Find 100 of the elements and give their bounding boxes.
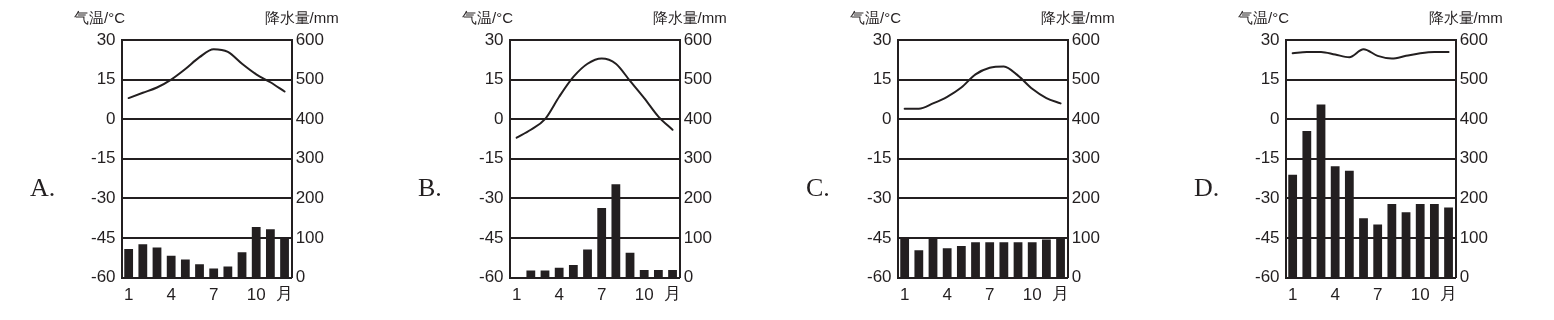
y2-tick-label: 200 (1459, 188, 1489, 208)
text: C. (806, 172, 830, 202)
x-tick-label: 1 (1287, 285, 1298, 305)
y-tick-label: 0 (494, 108, 504, 128)
y2-tick-label: 300 (683, 148, 713, 168)
y2-tick-label: 500 (295, 69, 325, 89)
y2-tick-label: 500 (1071, 69, 1101, 89)
y-tick-label: 15 (96, 69, 116, 89)
y-tick-label: -60 (478, 267, 504, 287)
bar (138, 244, 148, 278)
y2-tick-label: 400 (1459, 108, 1489, 128)
y2-tick-label: 200 (683, 188, 713, 208)
y-tick-label: 30 (1260, 29, 1280, 49)
y-tick-label: -45 (1254, 227, 1280, 247)
y-axis-title: 气温/°C (74, 8, 126, 26)
bar (195, 264, 204, 278)
y2-tick-label: 600 (295, 29, 325, 49)
y-tick-label: -45 (90, 227, 116, 247)
y2-tick-label: 600 (683, 29, 713, 49)
y-tick-label: 15 (1260, 69, 1280, 89)
y2-tick-label: 300 (295, 148, 325, 168)
line-series (1291, 48, 1450, 60)
y2-tick-label: 500 (1459, 69, 1489, 89)
y2-tick-label: 100 (295, 227, 325, 247)
y2-axis-title: 降水量/mm (1428, 8, 1503, 26)
x-tick-label: 7 (984, 285, 995, 305)
y-tick-label: 30 (96, 29, 116, 49)
y-tick-label: -30 (478, 188, 504, 208)
y-tick-label: -45 (478, 227, 504, 247)
y-tick-label: -30 (866, 188, 892, 208)
bar (668, 270, 677, 278)
x-axis-title: 月 (1440, 283, 1458, 303)
text: A. (30, 172, 56, 202)
y2-tick-label: 100 (1071, 227, 1101, 247)
y-tick-label: 15 (872, 69, 892, 89)
y2-tick-label: 300 (1071, 148, 1101, 168)
bar (568, 264, 578, 278)
x-tick-label: 1 (123, 285, 134, 305)
y-tick-label: -15 (478, 148, 504, 168)
bar (237, 252, 247, 278)
bar (166, 255, 176, 278)
bar (653, 270, 663, 278)
y2-tick-label: 200 (1071, 188, 1101, 208)
y-tick-label: 30 (484, 29, 504, 49)
y-tick-label: -30 (1254, 188, 1280, 208)
x-tick-label: 7 (1372, 285, 1383, 305)
bar (554, 267, 564, 278)
x-tick-label: 10 (1022, 285, 1042, 305)
y-tick-label: -45 (866, 227, 892, 247)
x-tick-label: 7 (596, 285, 607, 305)
y-tick-label: -30 (90, 188, 116, 208)
y2-tick-label: 400 (683, 108, 713, 128)
bar (639, 270, 649, 278)
x-tick-label: 10 (246, 285, 266, 305)
y2-tick-label: 100 (1459, 227, 1489, 247)
y-tick-label: -15 (1254, 148, 1280, 168)
y-tick-label: 15 (484, 69, 504, 89)
x-tick-label: 4 (942, 285, 952, 305)
y2-tick-label: 600 (1459, 29, 1489, 49)
bar (223, 266, 233, 278)
bar (180, 259, 190, 278)
y2-axis-title: 降水量/mm (264, 8, 339, 26)
x-tick-label: 7 (208, 285, 219, 305)
y-tick-label: -15 (90, 148, 116, 168)
y2-axis-title: 降水量/mm (652, 8, 727, 26)
y-tick-label: -60 (1254, 267, 1280, 287)
y-tick-label: 0 (882, 108, 892, 128)
y2-tick-label: 400 (295, 108, 325, 128)
y-tick-label: -60 (866, 267, 892, 287)
y2-tick-label: 200 (295, 188, 325, 208)
y2-axis-title: 降水量/mm (1040, 8, 1115, 26)
y2-tick-label: 0 (295, 267, 306, 287)
y-tick-label: 0 (1270, 108, 1280, 128)
x-tick-label: 1 (511, 285, 522, 305)
bar (583, 249, 592, 278)
x-axis-title: 月 (1052, 283, 1070, 303)
y-tick-label: -15 (866, 148, 892, 168)
y-tick-label: 30 (872, 29, 892, 49)
x-tick-label: 10 (634, 285, 654, 305)
x-tick-label: 4 (166, 285, 176, 305)
y-tick-label: 0 (106, 108, 116, 128)
y2-tick-label: 500 (683, 69, 713, 89)
y-axis-title: 气温/°C (850, 8, 902, 26)
text: D. (1194, 172, 1220, 202)
y-tick-label: -60 (90, 267, 116, 287)
y2-tick-label: 600 (1071, 29, 1101, 49)
x-axis-title: 月 (276, 283, 294, 303)
y-axis-title: 气温/°C (462, 8, 514, 26)
y2-tick-label: 400 (1071, 108, 1101, 128)
text: B. (418, 172, 442, 202)
y2-tick-label: 0 (1459, 267, 1470, 287)
x-tick-label: 1 (899, 285, 910, 305)
bar (209, 268, 219, 278)
y2-tick-label: 300 (1459, 148, 1489, 168)
x-tick-label: 10 (1410, 285, 1430, 305)
y2-tick-label: 100 (683, 227, 713, 247)
y2-tick-label: 0 (1071, 267, 1082, 287)
x-tick-label: 4 (1330, 285, 1340, 305)
bar (526, 270, 536, 278)
x-tick-label: 4 (554, 285, 564, 305)
